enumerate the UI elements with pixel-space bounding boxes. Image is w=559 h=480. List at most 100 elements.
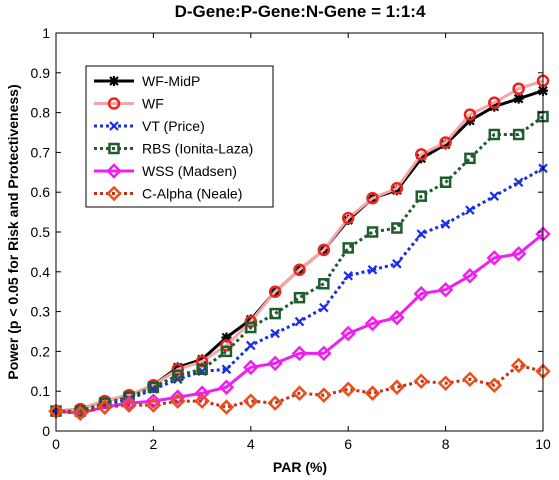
data-point <box>221 364 232 375</box>
data-point <box>440 219 451 229</box>
data-point <box>390 181 404 195</box>
data-point <box>196 363 208 376</box>
data-point <box>318 277 330 290</box>
data-point <box>293 291 306 304</box>
data-point <box>513 93 524 104</box>
y-tick-label: 0 <box>42 423 50 439</box>
legend-marker <box>106 185 122 202</box>
data-point <box>246 340 256 351</box>
legend-marker <box>108 142 120 155</box>
data-point <box>392 259 402 269</box>
data-point <box>462 371 478 388</box>
x-tick-label: 10 <box>535 436 551 452</box>
legend-marker <box>106 163 122 179</box>
data-point <box>317 243 331 257</box>
x-tick-label: 6 <box>344 436 352 452</box>
data-point <box>366 191 379 205</box>
legend-marker <box>109 121 119 131</box>
series-3 <box>50 110 549 417</box>
data-point <box>340 325 356 342</box>
data-point <box>197 354 208 365</box>
data-point <box>366 226 379 238</box>
data-point <box>486 377 503 393</box>
y-tick-label: 0.1 <box>31 383 51 399</box>
data-point <box>462 268 478 284</box>
data-point <box>439 136 452 149</box>
data-point <box>245 321 257 334</box>
y-tick-label: 1 <box>42 25 50 41</box>
legend-label: WF-MidP <box>142 73 200 89</box>
data-point <box>512 82 525 95</box>
data-point <box>391 185 402 196</box>
data-point <box>440 139 451 150</box>
data-point <box>220 345 233 358</box>
data-point <box>291 385 308 401</box>
data-point <box>367 265 378 275</box>
legend-marker <box>107 97 121 110</box>
data-point <box>195 355 209 368</box>
series-line <box>55 232 544 415</box>
legend-label: WF <box>142 96 164 112</box>
data-point <box>267 395 283 411</box>
data-point <box>243 359 259 376</box>
data-point <box>218 379 235 395</box>
x-tick-label: 8 <box>442 436 450 452</box>
data-point <box>510 357 527 374</box>
y-tick-label: 0.2 <box>31 343 51 359</box>
legend-label: VT (Price) <box>142 118 205 134</box>
legend-label: C-Alpha (Neale) <box>142 186 242 202</box>
data-point <box>316 345 332 362</box>
plot-area <box>48 74 551 421</box>
data-point <box>172 362 183 373</box>
series-line <box>55 363 544 415</box>
data-point <box>489 191 500 201</box>
data-point <box>121 397 137 413</box>
data-point <box>340 381 356 397</box>
data-point <box>437 281 454 298</box>
axis-ticks: 0 2 4 6 8 10 0 0.1 0.2 0.3 0.4 0.5 0.6 0.7 0.8 0.9 1 <box>31 25 551 452</box>
data-point <box>391 222 403 234</box>
data-point <box>415 148 428 161</box>
data-point <box>513 177 524 188</box>
data-point <box>343 271 353 281</box>
data-point <box>268 285 282 298</box>
data-point <box>416 229 427 239</box>
data-point <box>465 205 475 215</box>
data-point <box>389 379 405 395</box>
data-point <box>342 242 354 254</box>
data-point <box>96 399 113 415</box>
data-point <box>169 393 186 409</box>
data-point <box>439 176 452 188</box>
data-point <box>512 128 525 141</box>
data-point <box>488 128 501 141</box>
series-4 <box>48 226 551 421</box>
data-point <box>172 369 184 382</box>
data-point <box>415 190 427 202</box>
y-tick-label: 0.3 <box>31 304 51 320</box>
data-point <box>147 381 160 393</box>
x-tick-label: 2 <box>150 436 158 452</box>
y-tick-label: 0.9 <box>31 65 51 81</box>
series-line <box>55 79 544 413</box>
data-point <box>294 316 305 327</box>
y-axis-label: Power (p < 0.05 for Risk and Protectiven… <box>5 84 21 379</box>
data-point <box>270 328 280 339</box>
data-point <box>486 250 503 266</box>
y-tick-label: 0.5 <box>31 224 51 240</box>
data-point <box>145 397 162 413</box>
legend-marker <box>109 76 119 86</box>
data-point <box>243 393 259 409</box>
data-point <box>121 395 137 411</box>
legend-label: WSS (Madsen) <box>142 163 237 179</box>
legend-label: RBS (Ionita-Laza) <box>142 141 253 157</box>
data-point <box>169 389 186 405</box>
data-point <box>293 263 306 277</box>
data-point <box>72 405 89 421</box>
series-5 <box>48 357 551 421</box>
data-point <box>510 246 527 262</box>
data-point <box>413 285 430 302</box>
data-point <box>267 355 283 372</box>
data-point <box>291 345 308 362</box>
data-point <box>389 309 405 326</box>
